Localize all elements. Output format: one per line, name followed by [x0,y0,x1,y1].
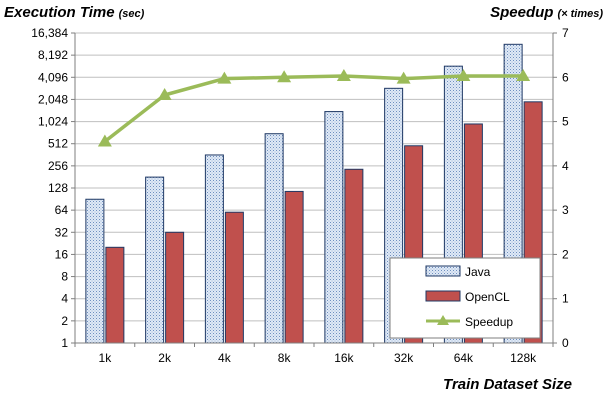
x-tick-label: 32k [394,351,414,365]
bar-java [204,154,224,344]
left-axis-ticks: 1 2 4 8 16 32 64 128 256 512 1,024 2,048 4,096 8,192 1… [31,26,75,350]
left-tick-label: 64 [55,203,69,217]
left-tick-label: 4 [61,292,68,306]
bar-java [324,111,344,344]
left-tick-label: 2 [61,314,68,328]
right-tick-label: 7 [562,26,569,40]
bar-java [264,133,284,344]
legend-opencl-label: OpenCL [465,290,510,304]
x-tick-label: 8k [278,351,292,365]
speedup-point [217,71,232,84]
bar-opencl [284,190,304,344]
left-tick-label: 16,384 [31,26,68,40]
bar-java [85,198,105,344]
bar-opencl [105,246,125,344]
right-tick-label: 3 [562,203,569,217]
left-tick-label: 4,096 [38,70,68,84]
x-tick-label: 16k [334,351,354,365]
right-tick-label: 4 [562,159,569,173]
left-tick-label: 16 [55,247,69,261]
speedup-point [97,134,112,147]
bar-opencl [344,168,364,344]
right-tick-label: 6 [562,70,569,84]
left-axis-title: Execution Time (sec) [4,4,145,21]
legend-java-label: Java [465,265,491,279]
right-axis-ticks: 0 1 2 3 4 5 6 7 [553,26,569,350]
legend-speedup-marker [437,315,449,325]
legend-opencl-swatch [425,290,461,302]
speedup-point [277,70,292,83]
left-tick-label: 8 [61,270,68,284]
bar-opencl [224,211,244,344]
legend-box [389,257,541,339]
x-tick-label: 2k [158,351,172,365]
left-tick-label: 32 [55,225,69,239]
right-axis-title: Speedup (× times) [490,4,603,21]
speedup-point [396,71,411,84]
left-tick-label: 512 [48,137,68,151]
legend-java-swatch [425,265,461,277]
axes [74,33,554,344]
x-axis-ticks: 1k 2k 4k 8k 16k 32k 64k 128k [74,343,554,365]
x-tick-label: 64k [454,351,474,365]
legend-speedup-label: Speedup [465,315,513,329]
x-tick-label: 4k [218,351,232,365]
speedup-point [456,68,471,81]
right-tick-label: 0 [562,336,569,350]
x-tick-label: 1k [99,351,113,365]
speedup-series-line [103,74,524,143]
left-tick-label: 1,024 [38,115,68,129]
left-tick-label: 8,192 [38,48,68,62]
speedup-point [336,68,351,81]
x-tick-label: 128k [510,351,537,365]
left-tick-label: 128 [48,181,68,195]
left-tick-label: 256 [48,159,68,173]
left-tick-label: 2,048 [38,92,68,106]
speedup-line [97,68,531,147]
bar-opencl [165,231,185,344]
bar-java [145,176,165,344]
x-axis-title: Train Dataset Size [443,376,572,393]
legend: Java OpenCL Speedup [389,257,541,339]
speedup-point [516,68,531,81]
right-tick-label: 5 [562,115,569,129]
speedup-point [157,88,172,100]
left-tick-label: 1 [61,336,68,350]
right-tick-label: 2 [562,247,569,261]
right-tick-label: 1 [562,292,569,306]
